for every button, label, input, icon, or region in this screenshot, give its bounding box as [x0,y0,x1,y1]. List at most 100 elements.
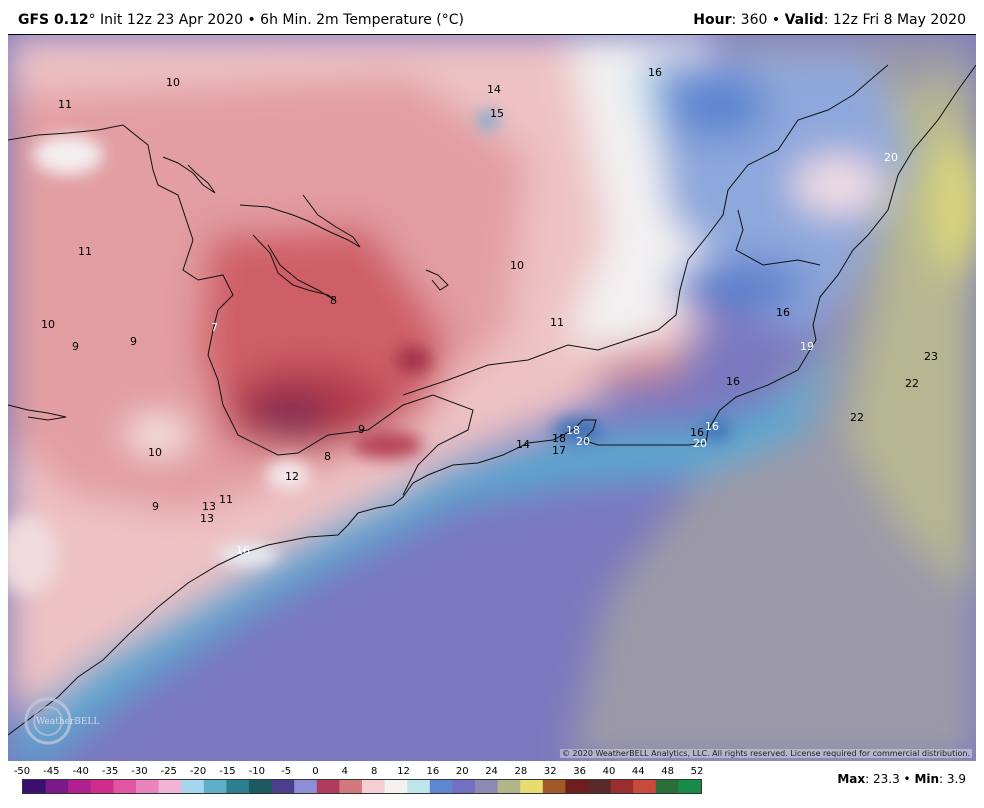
max-min-readout: Max: 23.3 • Min: 3.9 [837,772,966,786]
value-label: 14 [516,438,530,451]
model-name: GFS 0.12 [18,12,89,28]
colorbar-swatch [181,780,205,793]
colorbar-swatch [452,780,476,793]
value-label: 17 [552,444,566,457]
value-label: 23 [924,350,938,363]
colorbar-swatch [316,780,340,793]
value-label: 12 [285,470,299,483]
value-label: 20 [884,151,898,164]
colorbar-tick-label: 48 [661,766,675,777]
colorbar-swatch [565,780,589,793]
value-label: 19 [800,340,814,353]
max-label: Max [837,772,866,786]
colorbar-swatch [542,780,566,793]
colorbar-swatch [610,780,634,793]
colorbar-swatch [520,780,544,793]
value-label: 16 [776,306,790,319]
temperature-map[interactable]: 10 11 14 15 16 20 11 10 8 7 10 9 9 11 16… [8,34,976,761]
colorbar-swatch [136,780,160,793]
colorbar-swatch [113,780,137,793]
value-label: 8 [324,450,331,463]
colorbar-swatch [339,780,363,793]
colorbar-tick-label: 4 [341,766,348,777]
colorbar-tick-label: -40 [72,766,89,777]
colorbar-tick-label: -50 [13,766,31,777]
value-label: 11 [58,98,72,111]
reservoirs [8,156,449,421]
colorbar-tick-label: 16 [426,766,440,777]
value-label: 16 [705,420,719,433]
colorbar-tick-label: -10 [248,766,265,777]
value-label: 20 [693,437,707,450]
colorbar-tick-label: 36 [573,766,586,777]
value-label: 16 [690,426,704,439]
colorbar-tick-label: 28 [514,766,528,777]
value-label: 7 [211,321,218,334]
colorbar-swatch [226,780,250,793]
min-value: : 3.9 [939,772,966,786]
colorbar-swatch [678,780,701,793]
colorbar-tick-label: 44 [631,766,645,777]
colorbar-swatch [407,780,431,793]
colorbar-tick-label: -15 [219,766,236,777]
value-label: 11 [78,245,92,258]
value-label: 10 [510,259,524,272]
value-label: 18 [552,432,566,445]
map-title: GFS 0.12° Init 12z 23 Apr 2020 • 6h Min.… [18,12,464,28]
colorbar-tick-label: 24 [485,766,498,777]
footer: -50 -45 -40 -35 -30 -25 -20 -15 -10 -5 0 4 8 12 16 20 24… [0,760,984,808]
colorbar-tick-label: -5 [281,766,292,777]
value-label: 11 [219,493,233,506]
value-label: 13 [202,500,216,513]
max-value: : 23.3 • [865,772,915,786]
value-label: 16 [726,375,740,388]
colorbar-tick-label: 52 [690,766,704,777]
value-label: 9 [358,423,365,436]
colorbar-swatch [271,780,295,793]
colorbar-swatch [429,780,453,793]
colorbar-tick-label: 0 [312,766,319,777]
value-label: 18 [566,424,580,437]
colorbar-tick-label: -30 [131,766,148,777]
colorbar-swatch [45,780,69,793]
value-label: 22 [905,377,919,390]
value-label: 10 [166,76,180,89]
header: GFS 0.12° Init 12z 23 Apr 2020 • 6h Min.… [0,0,984,34]
valid-value: : 12z Fri 8 May 2020 [823,12,966,28]
colorbar-swatch [655,780,679,793]
weatherbell-logo: WeatherBELL [24,697,99,745]
valid-time: Hour: 360 • Valid: 12z Fri 8 May 2020 [693,12,966,28]
value-label: 15 [490,107,504,120]
logo-text: WeatherBELL [36,717,99,727]
value-label: 22 [850,411,864,424]
hour-value: : 360 • [731,12,785,28]
temperature-colorbar [22,779,702,794]
value-label: 16 [236,544,250,557]
coastline [8,64,976,736]
colorbar-ticks: -50 -45 -40 -35 -30 -25 -20 -15 -10 -5 0 4 8 12 16 20 24… [0,766,760,778]
colorbar-tick-label: 20 [455,766,469,777]
value-label: 16 [648,66,662,79]
colorbar-swatch [158,780,182,793]
value-label: 13 [200,512,214,525]
valid-label: Valid [784,12,824,28]
value-label: 9 [130,335,137,348]
colorbar-tick-label: 8 [370,766,378,777]
value-label: 11 [550,316,564,329]
value-labels: 10 11 14 15 16 20 11 10 8 7 10 9 9 11 16… [41,66,938,557]
colorbar-swatch [588,780,612,793]
colorbar-tick-label: -45 [43,766,60,777]
colorbar-swatch [497,780,521,793]
colorbar-tick-label: 12 [397,766,410,777]
colorbar-swatch [23,780,47,793]
copyright-notice: © 2020 WeatherBELL Analytics, LLC. All r… [560,749,972,758]
temperature-details [8,110,730,595]
temperature-field [8,35,976,761]
colorbar-swatch [203,780,227,793]
value-label: 10 [41,318,55,331]
hour-label: Hour [693,12,732,28]
colorbar-swatch [475,780,499,793]
colorbar-swatch [90,780,114,793]
value-label: 9 [152,500,159,513]
init-description: ° Init 12z 23 Apr 2020 • 6h Min. 2m Temp… [88,12,464,28]
